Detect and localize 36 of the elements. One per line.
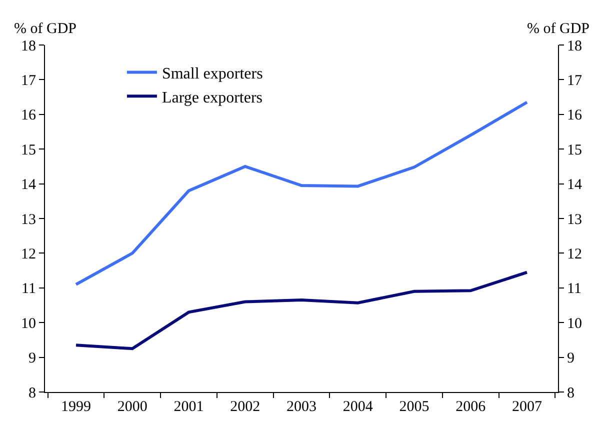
y2-tick-label: 10 xyxy=(567,316,582,332)
y2-tick-label: 17 xyxy=(567,72,582,89)
y-tick-label: 17 xyxy=(21,72,36,89)
y2-tick-label: 15 xyxy=(567,142,582,158)
y2-tick-label: 11 xyxy=(567,281,582,298)
x-tick-label: 2006 xyxy=(456,399,486,415)
y-tick-label: 15 xyxy=(21,142,36,158)
y-tick-label: 18 xyxy=(21,38,36,54)
y-tick-label: 13 xyxy=(21,212,36,228)
x-tick-label: 2001 xyxy=(174,399,204,415)
legend-label: Large exporters xyxy=(162,89,262,106)
y-tick-label: 11 xyxy=(22,281,36,298)
x-tick-label: 2004 xyxy=(342,399,374,415)
y-tick-label: 9 xyxy=(28,350,36,367)
y-axis-title: % of GDP xyxy=(14,21,76,37)
y2-tick-label: 16 xyxy=(567,108,582,124)
y2-tick-label: 9 xyxy=(567,350,574,367)
y-tick-label: 16 xyxy=(21,108,36,124)
line-series xyxy=(74,270,528,350)
x-tick-label: 2003 xyxy=(286,399,316,415)
y-tick-label: 10 xyxy=(21,316,36,332)
y-tick-label: 14 xyxy=(21,177,36,194)
x-tick-label: 2005 xyxy=(399,399,430,415)
y-tick-label: 12 xyxy=(21,246,36,262)
y2-tick-label: 12 xyxy=(567,246,582,262)
y-tick-label: 8 xyxy=(28,385,36,402)
x-tick-label: 2007 xyxy=(512,399,542,415)
y2-tick-label: 18 xyxy=(567,38,582,54)
x-tick-label: 1999 xyxy=(61,399,92,415)
x-tick-label: 2002 xyxy=(230,399,260,415)
y2-axis-title: % of GDP xyxy=(527,21,590,37)
y2-tick-label: 14 xyxy=(567,177,582,194)
x-tick-label: 2000 xyxy=(117,399,148,415)
legend-label: Small exporters xyxy=(162,66,263,83)
y2-tick-label: 8 xyxy=(567,385,574,402)
y2-tick-label: 13 xyxy=(567,212,582,228)
